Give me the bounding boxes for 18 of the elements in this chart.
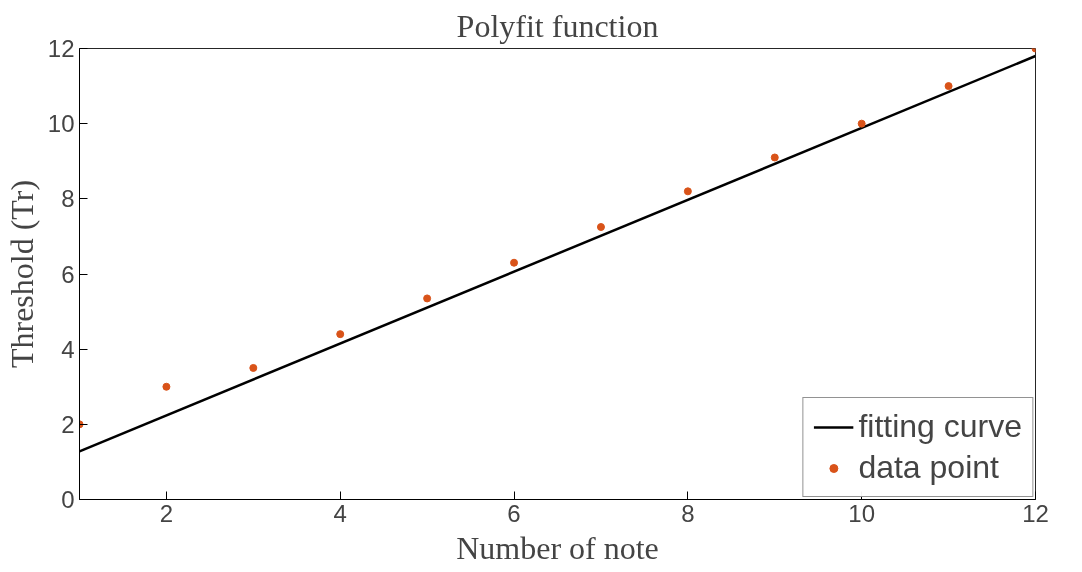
x-tick-label: 4 xyxy=(333,499,347,527)
y-tick-label: 8 xyxy=(61,185,75,213)
legend-label: fitting curve xyxy=(858,408,1022,445)
y-axis-title: Threshold (Tr) xyxy=(3,179,40,369)
y-tick-label: 12 xyxy=(47,35,75,62)
x-axis-title: Number of note xyxy=(456,529,659,566)
y-tick-label: 6 xyxy=(61,260,75,288)
y-tick-label: 0 xyxy=(61,486,75,513)
x-tick-label: 8 xyxy=(681,499,695,527)
x-tick-label: 6 xyxy=(507,499,521,527)
y-tick-label: 2 xyxy=(61,410,75,438)
y-tick-label: 4 xyxy=(61,335,75,363)
x-tick-label: 2 xyxy=(159,499,174,527)
chart-title: Polyfit function xyxy=(456,7,659,44)
y-tick-label: 10 xyxy=(47,110,75,138)
x-tick-label: 10 xyxy=(848,499,876,527)
legend-label: data point xyxy=(858,449,999,486)
x-tick-label: 12 xyxy=(1022,499,1049,527)
